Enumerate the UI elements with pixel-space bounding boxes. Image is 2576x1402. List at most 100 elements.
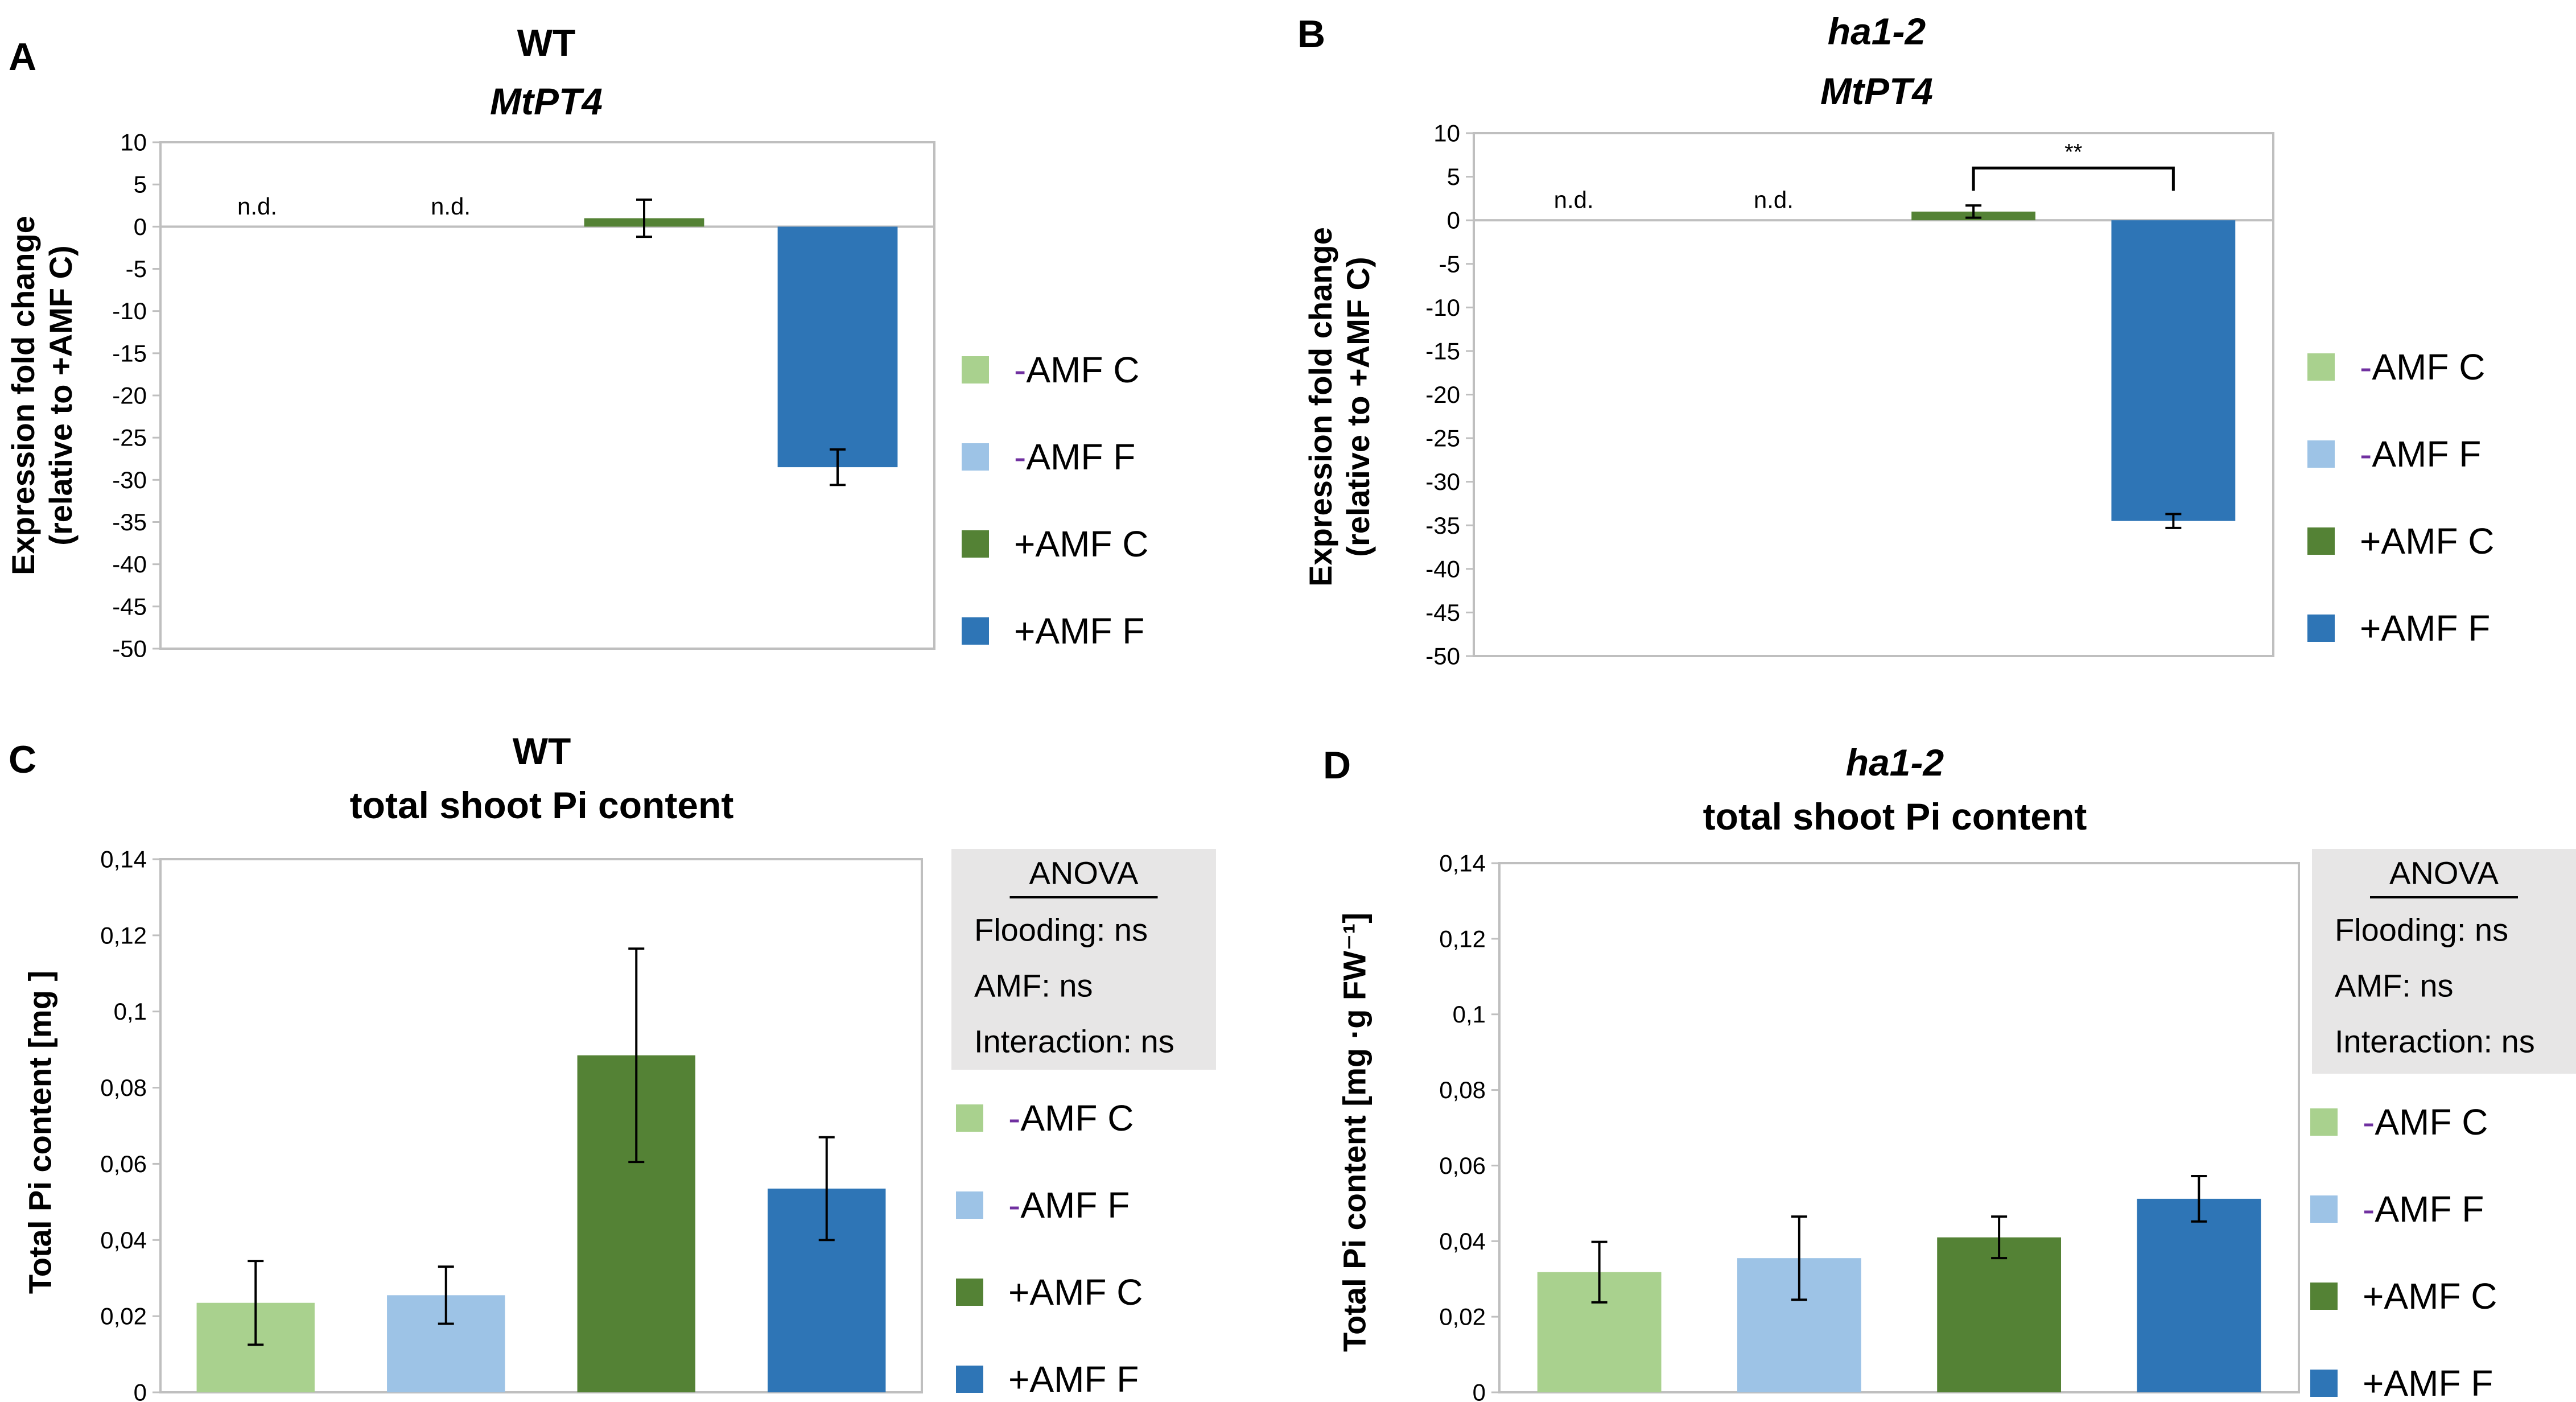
legend-label: +AMF F (2363, 1363, 2493, 1402)
legend-label: +AMF F (1014, 611, 1144, 651)
y-tick-label: -20 (1425, 381, 1460, 408)
legend-label-text: +AMF C (2363, 1276, 2497, 1317)
bar-label-nd: n.d. (431, 193, 471, 220)
bar-amf-f (2111, 220, 2236, 521)
legend-label: +AMF C (2363, 1276, 2497, 1317)
panel-c: C WT total shoot Pi content 0,14 0,12 0,1 0,08… (9, 730, 1216, 1402)
y-tick-label: -35 (1425, 512, 1460, 539)
legend-swatch (2307, 615, 2335, 642)
y-tick-label: -15 (112, 340, 147, 366)
panel-label: D (1323, 744, 1351, 787)
anova-box: ANOVA Flooding: ns AMF: ns Interaction: ns (951, 849, 1216, 1070)
legend-label-text: AMF F (1020, 1185, 1130, 1226)
legend-label-text: AMF C (2375, 1102, 2488, 1143)
bar-label-nd: n.d. (1754, 187, 1794, 213)
panel-a: A WT MtPT4 10 5 0 -5 -10 -15 -20 -25 -30 -35 -40 -45 -5… (5, 22, 1148, 662)
y-tick-label: 0,06 (100, 1151, 147, 1177)
y-tick-label: 0,04 (100, 1227, 147, 1253)
legend-label: -AMF F (2363, 1189, 2484, 1230)
legend-minus-sign: - (1008, 1185, 1020, 1226)
y-axis-label: Expression fold change(relative to +AMF … (1303, 227, 1376, 587)
y-tick-label: 0,02 (1439, 1304, 1486, 1330)
legend-label-text: +AMF F (2363, 1363, 2493, 1402)
y-tick-label: 0 (134, 213, 147, 240)
legend-label: -AMF F (1014, 436, 1135, 477)
significance-bracket (1972, 166, 2175, 191)
legend-label: +AMF C (1008, 1272, 1143, 1313)
legend-label-text: AMF F (2372, 434, 2481, 475)
y-tick-label: 10 (1433, 120, 1460, 147)
legend-swatch (956, 1191, 983, 1219)
legend-swatch (962, 356, 989, 384)
y-tick-label: 0,12 (1439, 925, 1486, 952)
anova-line: Interaction: ns (2335, 1024, 2535, 1059)
legend-label-text: +AMF C (1008, 1272, 1143, 1313)
legend-swatch (956, 1279, 983, 1306)
bar-amf-c (1937, 1237, 2062, 1392)
legend-minus-sign: - (2360, 434, 2372, 475)
legend-label: +AMF F (1008, 1359, 1139, 1400)
bar-amf-f (777, 226, 898, 468)
y-axis-label-line1: Expression fold change (1303, 227, 1338, 587)
legend-label-text: +AMF C (2360, 521, 2494, 562)
chart-subtitle: total shoot Pi content (350, 784, 734, 826)
y-tick-label: -35 (112, 509, 147, 535)
y-tick-label: -10 (1425, 294, 1460, 321)
legend-label: -AMF C (2363, 1102, 2488, 1143)
legend: -AMF C -AMF F +AMF C +AMF F (2307, 347, 2494, 649)
legend-label-text: +AMF C (1014, 523, 1148, 564)
bar-label-nd: n.d. (237, 193, 277, 220)
legend-label: +AMF C (1014, 523, 1148, 564)
y-tick-label: -50 (1425, 643, 1460, 670)
legend-label: -AMF C (1008, 1098, 1134, 1139)
legend-minus-sign: - (2363, 1102, 2375, 1143)
y-tick-label: -40 (1425, 555, 1460, 582)
y-tick-label: 0 (1473, 1379, 1486, 1402)
y-tick-label: -45 (1425, 599, 1460, 626)
y-tick-label: -15 (1425, 337, 1460, 364)
chart-subtitle: total shoot Pi content (1703, 795, 2087, 838)
y-tick-label: -20 (112, 382, 147, 409)
y-tick-label: 0,12 (100, 922, 147, 949)
y-tick-label: 0,08 (1439, 1077, 1486, 1103)
legend-label-text: AMF F (2375, 1189, 2484, 1230)
legend-swatch (2307, 527, 2335, 555)
legend-minus-sign: - (1014, 436, 1026, 477)
y-tick-label: 5 (1447, 163, 1460, 190)
legend-label: -AMF C (2360, 347, 2485, 387)
legend-minus-sign: - (1014, 349, 1026, 390)
y-tick-label: 10 (120, 129, 147, 156)
chart-subtitle: MtPT4 (490, 80, 603, 122)
legend-label-text: AMF C (1020, 1098, 1134, 1139)
legend-label: +AMF F (2360, 608, 2490, 649)
legend-swatch (2310, 1283, 2338, 1310)
chart-title: WT (517, 22, 576, 64)
y-tick-label: 0,1 (1453, 1001, 1486, 1028)
y-tick-label: -10 (112, 298, 147, 324)
y-tick-label: -5 (126, 255, 147, 282)
y-tick-label: -50 (112, 636, 147, 662)
legend-swatch (2310, 1195, 2338, 1223)
y-tick-label: 0,04 (1439, 1228, 1486, 1255)
anova-background (2312, 849, 2576, 1074)
anova-line: AMF: ns (2335, 968, 2453, 1004)
bar-label-nd: n.d. (1554, 187, 1594, 213)
y-tick-label: -30 (1425, 468, 1460, 495)
legend-swatch (962, 530, 989, 558)
legend-swatch (956, 1366, 983, 1393)
y-axis-label: Total Pi content [mg ·g FW⁻¹] (1337, 913, 1373, 1352)
y-tick-label: 0,06 (1439, 1152, 1486, 1179)
legend-label-text: AMF C (1026, 349, 1139, 390)
legend-label: -AMF C (1014, 349, 1139, 390)
y-tick-label: -45 (112, 593, 147, 620)
legend-swatch (962, 443, 989, 471)
legend-minus-sign: - (2363, 1189, 2375, 1230)
legend: -AMF C-AMF F+AMF C+AMF F (962, 349, 1148, 651)
anova-line: Flooding: ns (974, 912, 1148, 948)
y-tick-label: 0,02 (100, 1303, 147, 1330)
anova-line: AMF: ns (974, 968, 1093, 1004)
legend: -AMF C-AMF F+AMF C+AMF F (2310, 1102, 2497, 1402)
y-tick-label: 0,08 (100, 1074, 147, 1101)
